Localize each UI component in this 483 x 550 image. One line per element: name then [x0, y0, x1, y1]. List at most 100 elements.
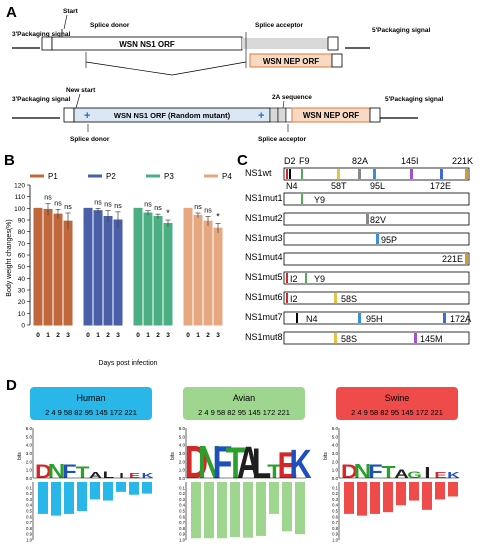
logo-bits-label: bits: [323, 452, 329, 460]
logo-bar: [90, 482, 100, 500]
logo-avian: Avian 2 4 9 58 82 95 145 172 221 6.0 5.0 4.0…: [170, 387, 312, 543]
bottom-packaging-right: 5'Packaging signal: [385, 96, 443, 103]
y-tick-label: 60: [18, 253, 26, 260]
panel-a-label: A: [6, 4, 17, 21]
logo-bar: [383, 482, 393, 513]
top-pos-82a: 82A: [352, 156, 368, 166]
y-tick-label: 80: [18, 229, 26, 236]
y-tick-label: 50: [18, 264, 26, 271]
logo-bits-label: bits: [170, 452, 176, 460]
logo-y-tick: 4.0: [26, 443, 33, 448]
bottom-pos-95l: 95L: [370, 181, 385, 191]
logo-y-tick: 6.0: [26, 426, 33, 431]
logo-letter: K: [289, 441, 311, 487]
row-ns1wt: NS1wt: [245, 167, 470, 181]
legend-entry: P3: [164, 172, 174, 181]
logo-bar-tick: 0.4: [179, 503, 185, 508]
bar: [193, 214, 203, 326]
legend-entry: P2: [106, 172, 116, 181]
logo-bar-tick: 0.6: [179, 514, 185, 519]
bottom-ns1-orf-label: WSN NS1 ORF (Random mutant): [114, 111, 231, 120]
bar: [83, 207, 93, 326]
bottom-new-start: New start: [66, 87, 96, 94]
panel-c-label: C: [237, 152, 248, 169]
bottom-splice-acceptor: Splice acceptor: [258, 136, 307, 143]
y-tick-label: 20: [18, 299, 26, 306]
y-tick-label: 70: [18, 241, 26, 248]
y-tick-label: 0: [21, 323, 25, 330]
logo-bar-tick: 0.2: [26, 491, 32, 496]
logo-y-tick: 4.0: [332, 443, 339, 448]
logo-bar-tick: 0.7: [332, 520, 338, 525]
logo-y-tick: 4.0: [179, 443, 186, 448]
logo-title: Avian: [233, 393, 255, 403]
logo-bar: [217, 482, 227, 539]
logo-bar-tick: 0.7: [179, 520, 185, 525]
row-label: NS1mut6: [245, 292, 283, 302]
logo-bar-tick: 0.6: [332, 514, 338, 519]
x-tick-label: 3: [216, 332, 220, 339]
logo-y-tick: 5.0: [179, 434, 186, 439]
y-tick-label: 40: [18, 276, 26, 283]
logo-bar: [409, 482, 419, 501]
logo-bar-tick: 1.0: [332, 538, 338, 543]
x-tick-label: 3: [66, 332, 70, 339]
top-splice-donor: Splice donor: [90, 22, 130, 29]
bottom-plus-left: +: [84, 110, 90, 122]
row-ns1mut2: NS1mut2 82V: [245, 212, 470, 226]
logo-bar-tick: 0.6: [26, 514, 32, 519]
logo-letter: N: [198, 438, 221, 489]
top-pos-221k: 221K: [452, 156, 473, 166]
row-label: NS1mut8: [245, 332, 283, 342]
logo-bar: [357, 482, 367, 516]
mark-y9: Y9: [314, 274, 325, 284]
mark-i2: I2: [290, 274, 298, 284]
significance-label: ns: [104, 202, 112, 209]
legend: P1 P2 P3 P4: [30, 172, 232, 181]
panel-c: C D2 F9 82A 145I 221K N4 58T 95L 172E NS…: [237, 152, 473, 345]
logo-letter: K: [142, 471, 154, 479]
mark-n4: N4: [306, 314, 318, 324]
x-tick-label: 0: [36, 332, 40, 339]
logo-positions: 2 4 9 58 82 95 145 172 221: [45, 408, 137, 417]
logo-letter: T: [267, 461, 281, 482]
panel-b-label: B: [4, 152, 15, 169]
logo-bar: [77, 482, 87, 511]
mark-172a: 172A: [450, 314, 471, 324]
bottom-pos-58t: 58T: [331, 181, 347, 191]
logo-letter: T: [76, 464, 90, 482]
top-start: Start: [63, 8, 79, 15]
logo-y-tick: 5.0: [26, 434, 33, 439]
logo-letter: N: [48, 460, 65, 483]
logo-bar: [344, 482, 354, 514]
logo-bar-tick: 0.3: [179, 497, 185, 502]
logo-header: [183, 387, 305, 420]
mark-82v: 82V: [370, 215, 386, 225]
logo-y-tick: 2.0: [332, 459, 339, 464]
logo-bar-tick: 0.1: [179, 485, 185, 490]
significance-label: ns: [194, 204, 202, 211]
logo-letter: D: [185, 438, 208, 489]
logo-y-tick: 1.0: [179, 468, 186, 473]
significance-label: *: [216, 212, 220, 222]
significance-label: ns: [114, 203, 122, 210]
bar: [163, 223, 173, 326]
logo-bar: [422, 482, 432, 510]
row-ns1mut4: NS1mut4 221E: [245, 252, 470, 266]
logo-bar-tick: 0.3: [26, 497, 32, 502]
logo-letter: I: [119, 471, 123, 479]
logo-bar-tick: 0.4: [332, 503, 338, 508]
logo-y-tick: 3.0: [179, 451, 186, 456]
logo-letter: E: [434, 471, 446, 481]
legend-entry: P1: [48, 172, 58, 181]
y-tick-label: 90: [18, 218, 26, 225]
logo-letter: N: [354, 460, 371, 483]
x-tick-label: 0: [136, 332, 140, 339]
logo-bar: [295, 482, 305, 535]
row-label: NS1mut5: [245, 272, 283, 282]
significance-label: ns: [154, 205, 162, 212]
logo-positions: 2 4 9 58 82 95 145 172 221: [198, 408, 290, 417]
logo-bar: [370, 482, 380, 514]
logo-bar-tick: 0.9: [26, 532, 32, 537]
